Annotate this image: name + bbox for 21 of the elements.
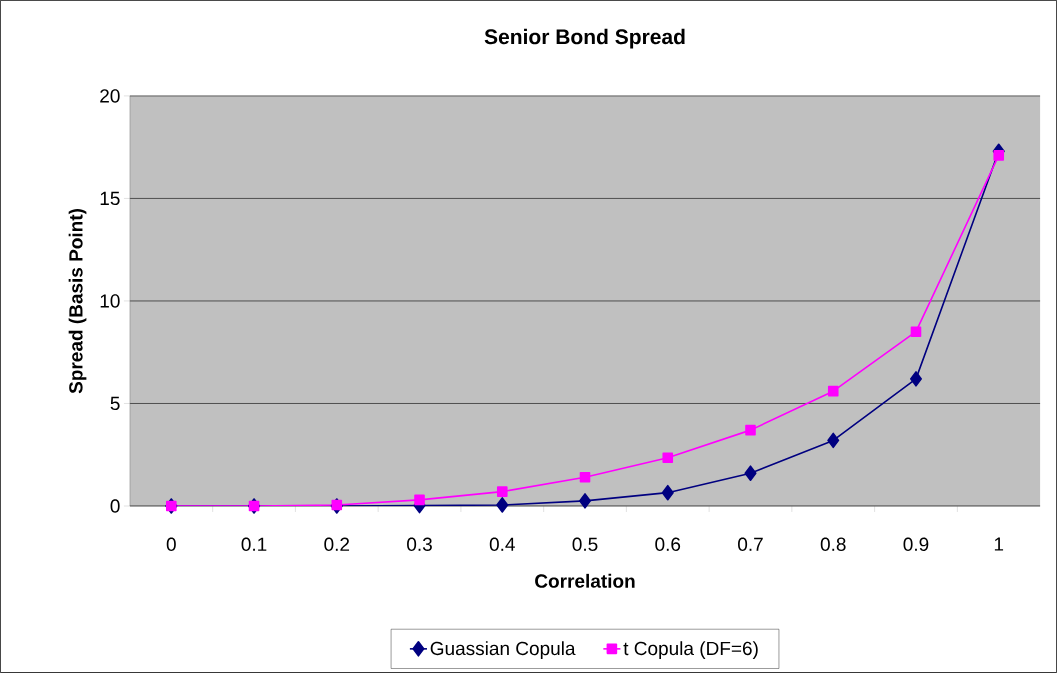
x-axis-title: Correlation [535,573,635,588]
x-tick-label: 0.3 [407,537,432,552]
legend-label: Guassian Copula [430,641,576,659]
x-tick-label: 0 [166,537,176,552]
x-tick-label: 0.9 [903,537,929,552]
x-tick-label: 0.2 [324,537,350,552]
y-tick-label: 20 [100,89,120,103]
y-tick-label: 5 [110,396,120,411]
chart-title: Senior Bond Spread [484,28,685,49]
y-tick-label: 10 [100,294,120,308]
x-tick-label: 0.1 [241,537,267,552]
x-tick-label: 0.7 [738,537,763,552]
y-axis-title: Spread (Basis Point) [68,209,87,394]
x-tick-label: 0.4 [489,537,515,552]
x-tick-label: 0.8 [820,537,846,552]
x-tick-label: 0.5 [572,537,598,552]
x-tick-label: 0.6 [655,537,681,552]
y-tick-label: 0 [110,499,120,513]
x-tick-label: 1 [994,537,1004,551]
y-tick-label: 15 [100,191,120,206]
legend-label: t Copula (DF=6) [623,641,758,659]
